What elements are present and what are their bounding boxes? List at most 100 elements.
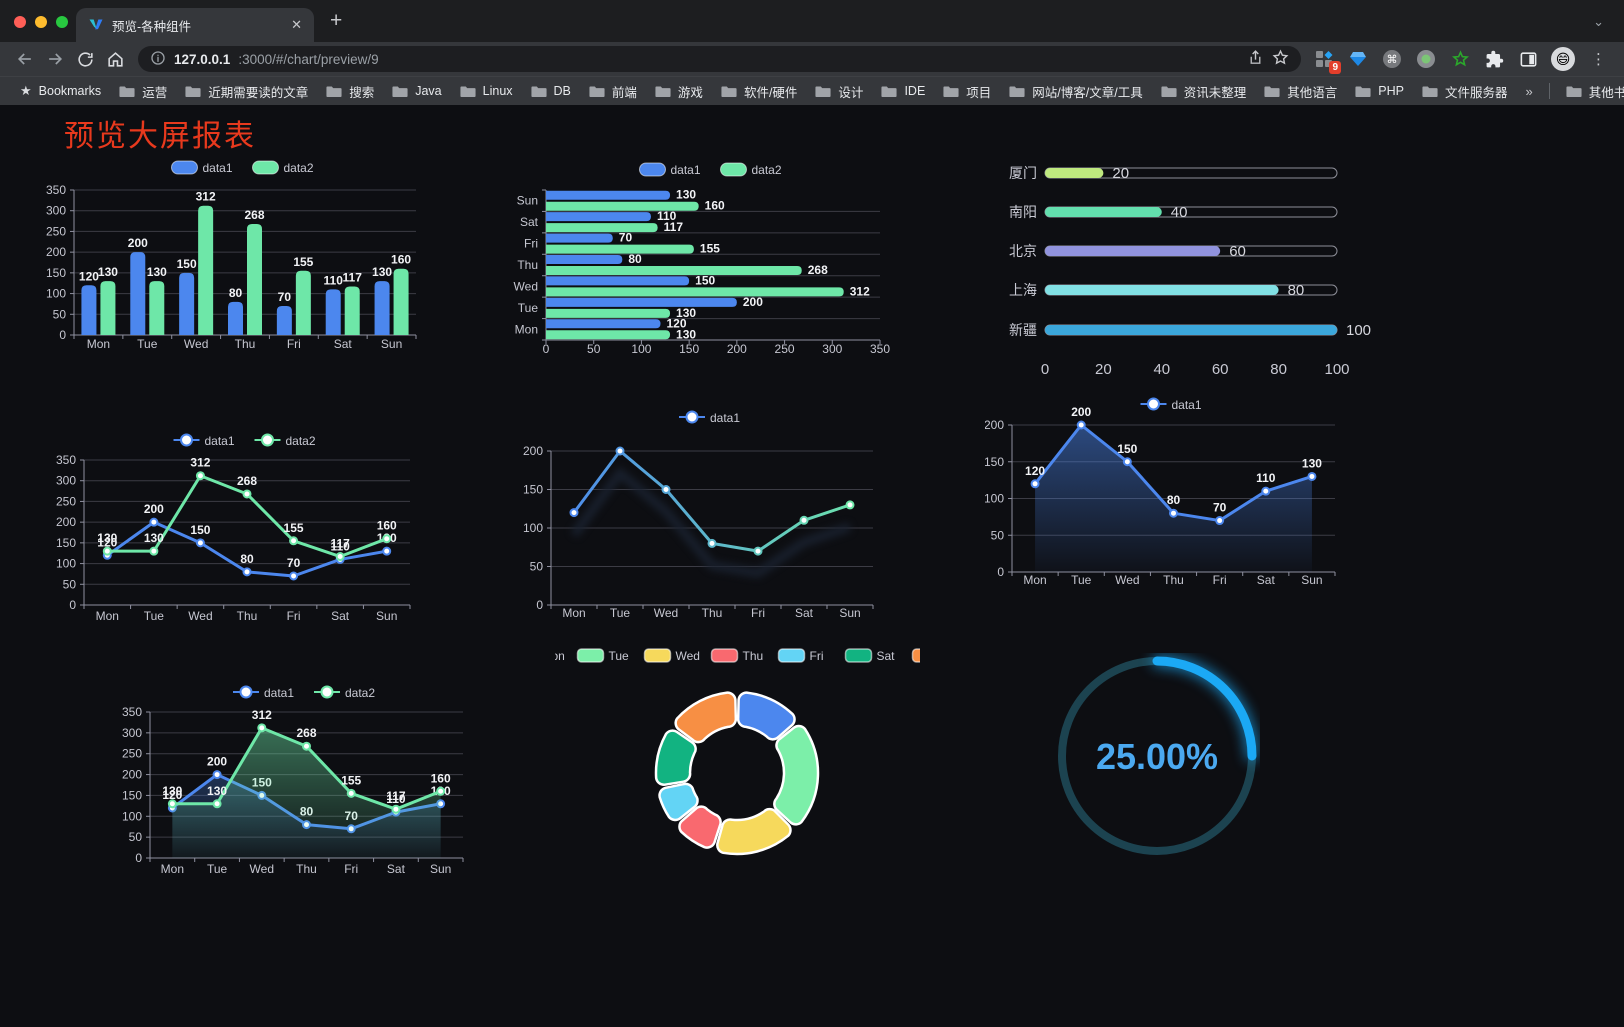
bookmark-folder[interactable]: 搜索 (322, 80, 378, 103)
bookmarks-overflow-button[interactable]: » (1525, 83, 1533, 99)
svg-text:0: 0 (59, 328, 66, 342)
svg-text:200: 200 (743, 295, 763, 309)
svg-text:0: 0 (536, 598, 543, 612)
folder-icon (530, 86, 547, 98)
bookmark-folder[interactable]: 软件/硬件 (717, 80, 801, 103)
bookmark-folder[interactable]: PHP (1351, 82, 1408, 100)
tab-strip: 预览-各种组件 ✕ + ⌄ (0, 0, 1624, 42)
bookmark-folder[interactable]: DB (527, 82, 575, 100)
bookmark-folder[interactable]: IDE (877, 82, 929, 100)
svg-text:0: 0 (135, 851, 142, 865)
svg-text:Sat: Sat (1257, 573, 1276, 587)
folder-icon (392, 86, 408, 98)
bookmark-star-icon[interactable] (1272, 49, 1289, 69)
area-line-svg: 0 50 100 150 200 Mon Tue Wed Thu Fri Sat Sun 120 200 1… (984, 397, 1336, 587)
bookmark-folder[interactable]: 近期需要读的文章 (181, 80, 312, 103)
svg-text:Thu: Thu (235, 337, 256, 351)
bookmark-folder[interactable]: 文件服务器 (1418, 80, 1512, 103)
svg-text:130: 130 (676, 327, 696, 341)
svg-text:⌘: ⌘ (1387, 54, 1398, 66)
svg-text:300: 300 (56, 474, 76, 488)
svg-text:Mon: Mon (96, 609, 119, 623)
folder-icon (943, 86, 959, 98)
folder-icon (1161, 86, 1177, 98)
svg-text:250: 250 (46, 224, 66, 238)
extension-recorder-icon[interactable] (1415, 48, 1437, 70)
svg-text:200: 200 (985, 418, 1004, 432)
svg-text:Sat: Sat (795, 606, 814, 620)
bookmark-folder[interactable]: 设计 (811, 80, 867, 103)
svg-text:200: 200 (1071, 405, 1091, 419)
bookmark-folder[interactable]: Java (388, 82, 445, 100)
svg-text:Thu: Thu (1163, 573, 1184, 587)
favicon (88, 16, 104, 35)
svg-text:Sat: Sat (387, 862, 406, 876)
window-close-button[interactable] (14, 16, 26, 28)
svg-text:50: 50 (991, 528, 1005, 542)
site-info-icon[interactable] (150, 50, 166, 69)
svg-text:data2: data2 (345, 686, 375, 700)
forward-icon[interactable] (40, 44, 70, 74)
folder-icon (1009, 86, 1025, 98)
svg-text:150: 150 (56, 536, 76, 550)
profile-avatar[interactable]: 😄 (1551, 47, 1575, 71)
svg-text:新疆: 新疆 (1009, 322, 1037, 338)
pie-slice-Tue (773, 724, 820, 826)
svg-text:60: 60 (1229, 243, 1246, 260)
svg-text:北京: 北京 (1009, 243, 1037, 259)
svg-text:Tue: Tue (144, 609, 165, 623)
bookmark-folder[interactable]: 游戏 (651, 80, 707, 103)
browser-menu-icon[interactable]: ⋮ (1591, 51, 1606, 68)
bookmark-folder[interactable]: 运营 (115, 80, 171, 103)
bookmark-folder[interactable]: 资讯未整理 (1157, 80, 1251, 103)
window-minimize-button[interactable] (35, 16, 47, 28)
svg-text:Wed: Wed (188, 609, 212, 623)
svg-text:130: 130 (372, 265, 392, 279)
svg-text:Fri: Fri (524, 237, 538, 251)
svg-text:Mon: Mon (87, 337, 110, 351)
tab-search-chevron-icon[interactable]: ⌄ (1593, 14, 1604, 29)
tab-close-icon[interactable]: ✕ (291, 17, 302, 32)
chart-grouped-bar: 0 50 100 150 200 250 300 350 Mon Tue Wed Thu Fri Sat S… (40, 150, 422, 365)
bookmarks-manager-item[interactable]: ★ Bookmarks (16, 81, 105, 101)
bookmark-folder[interactable]: Linux (456, 82, 517, 100)
svg-text:Thu: Thu (517, 258, 538, 272)
extension-gem-icon[interactable] (1347, 48, 1369, 70)
home-icon[interactable] (100, 44, 130, 74)
svg-text:80: 80 (1167, 493, 1181, 507)
svg-text:上海: 上海 (1009, 282, 1037, 298)
svg-text:120: 120 (667, 316, 687, 330)
svg-text:Sat: Sat (877, 649, 896, 663)
svg-text:100: 100 (46, 287, 66, 301)
other-bookmarks-folder[interactable]: 其他书签 (1562, 80, 1624, 103)
side-panel-icon[interactable] (1517, 48, 1539, 70)
svg-text:Fri: Fri (287, 609, 301, 623)
extensions-puzzle-icon[interactable] (1483, 48, 1505, 70)
share-icon[interactable] (1247, 49, 1264, 69)
new-tab-button[interactable]: + (330, 9, 343, 32)
bookmark-folder[interactable]: 网站/博客/文章/工具 (1005, 80, 1146, 103)
extension-command-icon[interactable]: ⌘ (1381, 48, 1403, 70)
svg-text:25.00%: 25.00% (1096, 736, 1218, 777)
svg-text:150: 150 (177, 257, 197, 271)
bookmark-folder[interactable]: 前端 (585, 80, 641, 103)
chart-horizontal-bar: 0 50 100 150 200 250 300 350 Sun 130 160 Sat 110 117 F… (500, 150, 892, 368)
svg-text:150: 150 (46, 266, 66, 280)
back-icon[interactable] (10, 44, 40, 74)
window-maximize-button[interactable] (56, 16, 68, 28)
svg-text:130: 130 (676, 188, 696, 202)
svg-text:Wed: Wed (250, 862, 274, 876)
bookmark-folder[interactable]: 其他语言 (1260, 80, 1341, 103)
svg-text:110: 110 (386, 792, 406, 806)
svg-text:117: 117 (386, 789, 406, 803)
folder-icon (119, 86, 135, 98)
extension-grid-icon[interactable]: 9 (1313, 48, 1341, 74)
extension-green-star-icon[interactable] (1449, 48, 1471, 70)
address-bar[interactable]: 127.0.0.1:3000/#/chart/preview/9 (138, 46, 1301, 72)
svg-text:data1: data1 (671, 163, 701, 177)
folder-icon (881, 86, 897, 98)
reload-icon[interactable] (70, 44, 100, 74)
browser-tab[interactable]: 预览-各种组件 ✕ (76, 8, 314, 42)
bookmark-folder[interactable]: 项目 (939, 80, 995, 103)
svg-text:Tue: Tue (207, 862, 228, 876)
